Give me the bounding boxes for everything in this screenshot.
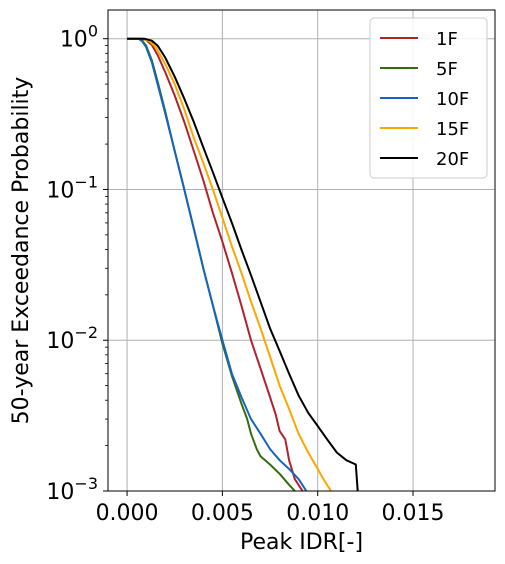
y-tick-label: 100	[60, 22, 98, 53]
series-line-1f	[127, 37, 304, 492]
series-line-15f	[127, 37, 332, 492]
y-tick-label: 10−1	[46, 172, 98, 203]
legend-box	[369, 17, 488, 179]
y-tick-base: 10	[46, 329, 74, 354]
y-tick-base: 10	[46, 480, 74, 505]
y-tick-base: 10	[60, 28, 88, 53]
series-line-10f	[127, 37, 308, 492]
legend-label-10f: 10F	[436, 89, 469, 110]
legend: 1F 5F 10F 15F 20F	[369, 17, 488, 179]
y-tick-label: 10−2	[46, 323, 98, 354]
series-line-20f	[127, 37, 359, 492]
y-tick-base: 10	[46, 178, 74, 203]
y-tick-exponent: 0	[88, 22, 98, 41]
x-tick-label: 0.000	[96, 501, 159, 526]
y-tick-exponent: −1	[74, 172, 98, 191]
legend-label-1f: 1F	[436, 29, 458, 50]
plot-frame	[107, 9, 496, 492]
series-line-5f	[127, 37, 296, 492]
x-tick-label: 0.015	[382, 501, 445, 526]
x-tick-label: 0.010	[286, 501, 349, 526]
y-tick-exponent: −2	[74, 323, 98, 342]
y-tick-label: 10−3	[46, 474, 98, 505]
series-lines	[127, 37, 359, 492]
x-axis-ticks: 0.000 0.005 0.010 0.015	[96, 491, 445, 526]
y-tick-exponent: −3	[74, 474, 98, 493]
x-tick-label: 0.005	[191, 501, 254, 526]
legend-label-15f: 15F	[436, 119, 469, 140]
x-axis-title: Peak IDR[-]	[240, 530, 363, 555]
y-axis-title: 50-year Exceedance Probability	[9, 77, 34, 425]
legend-label-5f: 5F	[436, 59, 458, 80]
legend-label-20f: 20F	[436, 149, 469, 170]
